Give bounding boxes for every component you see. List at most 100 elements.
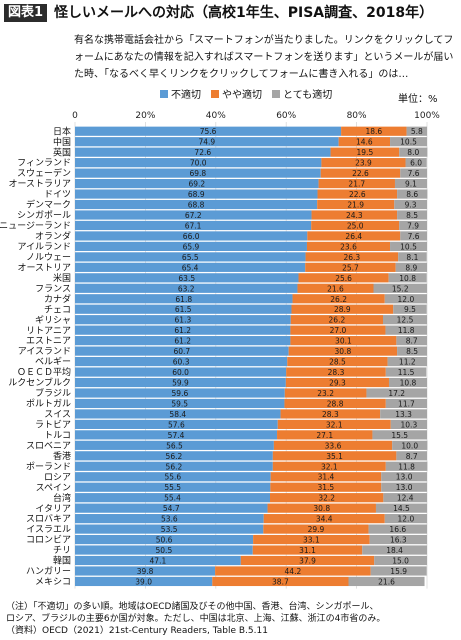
data-label: 11.8 — [398, 326, 415, 335]
category-label: アイスランド — [18, 346, 71, 357]
data-label: 8.7 — [406, 337, 418, 346]
data-label: 7.6 — [408, 169, 420, 178]
legend-item-inappropriate: 不適切 — [160, 86, 201, 101]
x-tick-label: 80% — [347, 111, 367, 121]
bar-segment — [75, 388, 285, 398]
bar-segment — [75, 398, 285, 409]
data-label: 63.5 — [178, 274, 195, 283]
data-label: 75.6 — [200, 127, 217, 136]
bar-segment — [397, 346, 427, 356]
data-label: 59.5 — [171, 399, 188, 408]
data-label: 23.6 — [340, 242, 357, 251]
data-label: 12.5 — [397, 316, 414, 325]
bar-segment — [374, 555, 427, 566]
bar-segment — [306, 241, 391, 252]
data-label: 30.8 — [313, 504, 330, 513]
bar-segment — [318, 178, 395, 189]
data-label: 8.5 — [406, 211, 418, 220]
category-label: ノルウェー — [26, 252, 71, 263]
bar-segment — [75, 514, 264, 524]
data-label: 50.5 — [156, 546, 173, 555]
data-label: 8.7 — [406, 452, 418, 461]
category-label: スロベニア — [26, 441, 71, 451]
data-label: 56.5 — [166, 441, 183, 450]
bar-segment — [252, 545, 363, 555]
bar-segment — [75, 377, 286, 388]
bar-segment — [290, 325, 386, 335]
bar-segment — [320, 168, 401, 178]
bar-segment — [388, 273, 427, 283]
data-label: 21.7 — [348, 180, 365, 189]
category-label: コロンビア — [26, 535, 71, 546]
data-label: 33.6 — [325, 441, 342, 450]
bar-segment — [284, 388, 367, 398]
data-label: 14.6 — [356, 138, 373, 147]
bar-segment — [338, 137, 391, 147]
bar-segment — [383, 315, 427, 325]
data-label: 25.7 — [342, 263, 359, 272]
data-label: 13.3 — [395, 410, 412, 419]
data-label: 17.2 — [388, 389, 405, 398]
unit-label: 単位：% — [398, 94, 438, 105]
figure-badge: 図表1 — [4, 4, 48, 22]
data-label: 57.4 — [168, 431, 185, 440]
bar-segment — [277, 430, 373, 440]
category-label: 英国 — [53, 146, 71, 158]
survey-question: 有名な携帯電話会社から「スマートフォンが当たりました。リンクをクリックしてフォー… — [74, 35, 454, 80]
data-label: 28.3 — [322, 410, 339, 419]
bar-segment — [288, 346, 398, 356]
bar-segment — [380, 409, 427, 419]
data-label: 60.7 — [173, 347, 190, 356]
bar-segment — [370, 566, 427, 576]
bar-segment — [399, 147, 428, 157]
bar-segment — [75, 189, 318, 199]
bar-segment — [75, 210, 312, 220]
bar-segment — [394, 178, 427, 189]
bar-segment — [341, 126, 407, 136]
data-label: 31.4 — [318, 473, 335, 482]
data-label: 12.4 — [397, 494, 414, 503]
footnote: （注）「不適切」の多い順。地域はOECD諸国及びその他中国、香港、台湾、シンガポ… — [6, 601, 458, 637]
data-label: 61.8 — [175, 295, 192, 304]
data-label: 11.5 — [398, 368, 415, 377]
bar-segment — [292, 294, 385, 304]
bar-segment — [75, 241, 307, 252]
bar-segment — [75, 178, 319, 189]
data-label: 69.8 — [189, 169, 206, 178]
data-label: 10.5 — [400, 138, 417, 147]
data-label: 26.2 — [330, 295, 347, 304]
data-label: 37.9 — [299, 557, 316, 566]
bar-segment — [75, 409, 281, 419]
category-label: エストニア — [26, 337, 71, 347]
category-label: ベルギー — [35, 357, 71, 368]
data-label: 10.8 — [399, 274, 416, 283]
data-label: 61.2 — [174, 337, 191, 346]
category-label: オーストリア — [17, 262, 71, 273]
data-label: 47.1 — [150, 557, 167, 566]
bar-segment — [75, 461, 273, 471]
bar-segment — [384, 514, 427, 524]
legend-swatch-blue — [160, 89, 168, 98]
bar-segment — [75, 576, 213, 587]
category-label: フランス — [35, 283, 71, 294]
data-label: 9.5 — [404, 305, 416, 314]
note-line: ロシア、ブラジルの主要6か国が対象。ただし、中国は北京、上海、江蘇、浙江の4市省… — [6, 614, 386, 624]
data-label: 69.2 — [188, 180, 205, 189]
bar-segment — [398, 252, 427, 262]
bar-segment — [285, 377, 389, 388]
category-label: スウェーデン — [17, 167, 71, 179]
x-tick-label: 0 — [72, 111, 78, 121]
category-label: 韓国 — [53, 556, 71, 567]
data-label: 56.2 — [166, 462, 183, 471]
bar-segment — [362, 545, 427, 555]
bar-segment — [399, 220, 427, 231]
bar-segment — [75, 482, 271, 492]
category-label: 台湾 — [53, 492, 71, 504]
bar-segment — [384, 294, 427, 304]
bar-segment — [298, 273, 389, 283]
data-label: 56.2 — [166, 452, 183, 461]
bar-segment — [321, 158, 406, 168]
bar-segment — [75, 503, 268, 513]
bar-segment — [280, 409, 381, 419]
data-label: 15.0 — [392, 557, 409, 566]
